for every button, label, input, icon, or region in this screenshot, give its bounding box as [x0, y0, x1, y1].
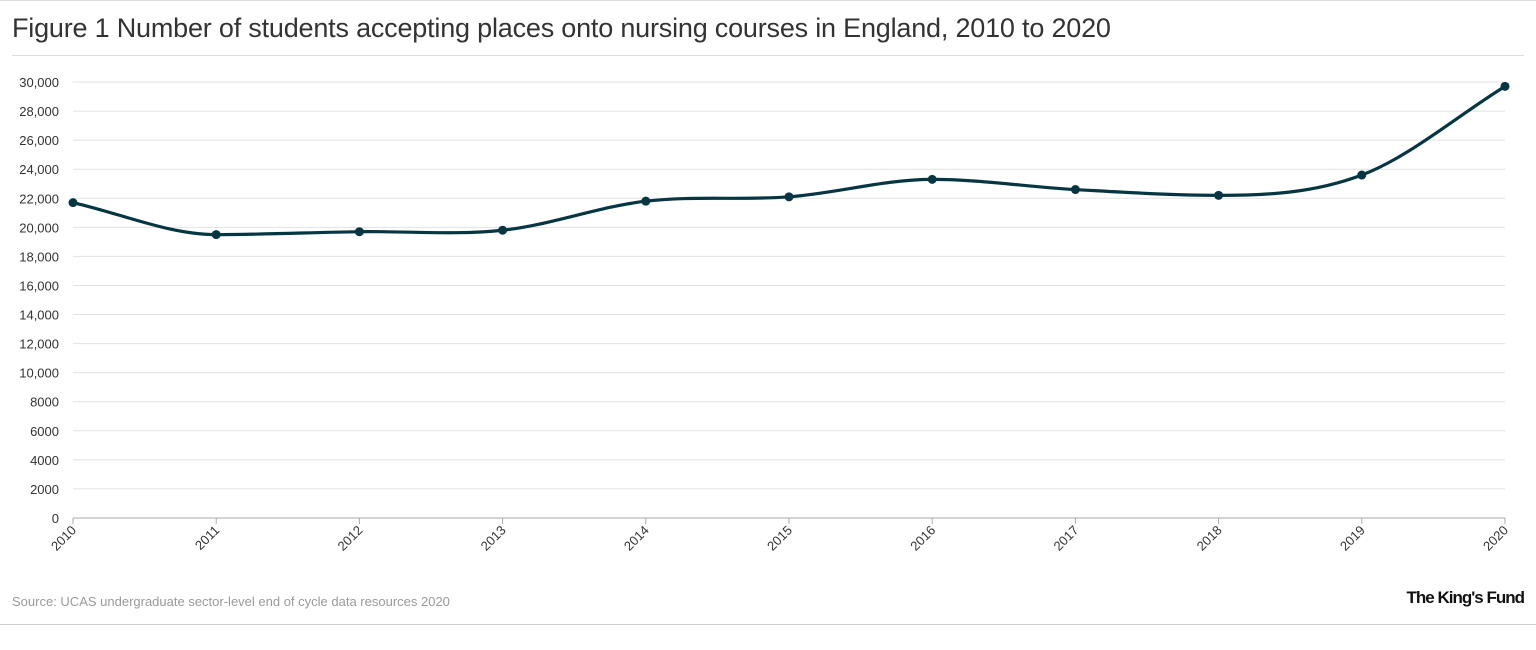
- y-tick-label: 2000: [30, 482, 59, 497]
- brand-logo[interactable]: The King's Fund: [1406, 588, 1525, 607]
- y-tick-label: 26,000: [19, 133, 59, 148]
- x-tick-label: 2010: [48, 523, 79, 554]
- bottom-divider: [0, 624, 1536, 625]
- y-tick-label: 24,000: [19, 162, 59, 177]
- y-tick-label: 6000: [30, 424, 59, 439]
- data-point[interactable]: [68, 198, 78, 208]
- y-tick-label: 20,000: [19, 220, 59, 235]
- data-point[interactable]: [498, 225, 508, 235]
- y-tick-label: 16,000: [19, 278, 59, 293]
- x-tick-label: 2015: [764, 523, 795, 554]
- y-tick-label: 8000: [30, 395, 59, 410]
- line-chart: 0 2000 4000 6000 8000 10,000 12,000 14,000 16,00…: [19, 75, 1511, 554]
- data-point[interactable]: [784, 192, 794, 202]
- y-tick-label: 22,000: [19, 191, 59, 206]
- x-tick-label: 2020: [1480, 523, 1511, 554]
- chart-title: Figure 1 Number of students accepting pl…: [12, 13, 1111, 43]
- data-points: [68, 81, 1510, 240]
- y-tick-label: 18,000: [19, 249, 59, 264]
- data-point[interactable]: [354, 227, 364, 237]
- gridlines: [73, 81, 1505, 490]
- x-tick-label: 2013: [478, 523, 509, 554]
- data-point[interactable]: [1214, 190, 1224, 200]
- y-tick-label: 14,000: [19, 308, 59, 323]
- top-divider: [0, 0, 1536, 1]
- x-tick-label: 2012: [334, 523, 365, 554]
- source-note: Source: UCAS undergraduate sector-level …: [12, 594, 450, 609]
- y-tick-label: 0: [52, 511, 59, 526]
- y-tick-label: 10,000: [19, 366, 59, 381]
- data-point[interactable]: [211, 230, 221, 240]
- data-point[interactable]: [1070, 185, 1080, 195]
- title-divider: [12, 55, 1524, 56]
- x-tick-label: 2016: [907, 523, 938, 554]
- x-tick-label: 2011: [192, 523, 222, 553]
- series-line: [71, 84, 1507, 237]
- data-point[interactable]: [641, 196, 651, 206]
- x-axis-tick-labels: 2010 2011 2012 2013 2014 2015 2016 2017 2018 2019…: [48, 523, 1511, 554]
- x-tick-label: 2014: [621, 523, 652, 554]
- y-tick-label: 30,000: [19, 75, 59, 90]
- data-point[interactable]: [927, 174, 937, 184]
- y-tick-label: 12,000: [19, 337, 59, 352]
- x-tick-label: 2017: [1050, 523, 1081, 554]
- y-tick-label: 4000: [30, 453, 59, 468]
- x-tick-label: 2018: [1194, 523, 1225, 554]
- data-point[interactable]: [1500, 81, 1510, 91]
- x-tick-label: 2019: [1337, 523, 1368, 554]
- axes: [72, 517, 1506, 524]
- y-axis-tick-labels: 0 2000 4000 6000 8000 10,000 12,000 14,000 16,00…: [19, 75, 59, 526]
- y-tick-label: 28,000: [19, 104, 59, 119]
- series-layer: [71, 84, 1507, 237]
- data-point[interactable]: [1357, 170, 1367, 180]
